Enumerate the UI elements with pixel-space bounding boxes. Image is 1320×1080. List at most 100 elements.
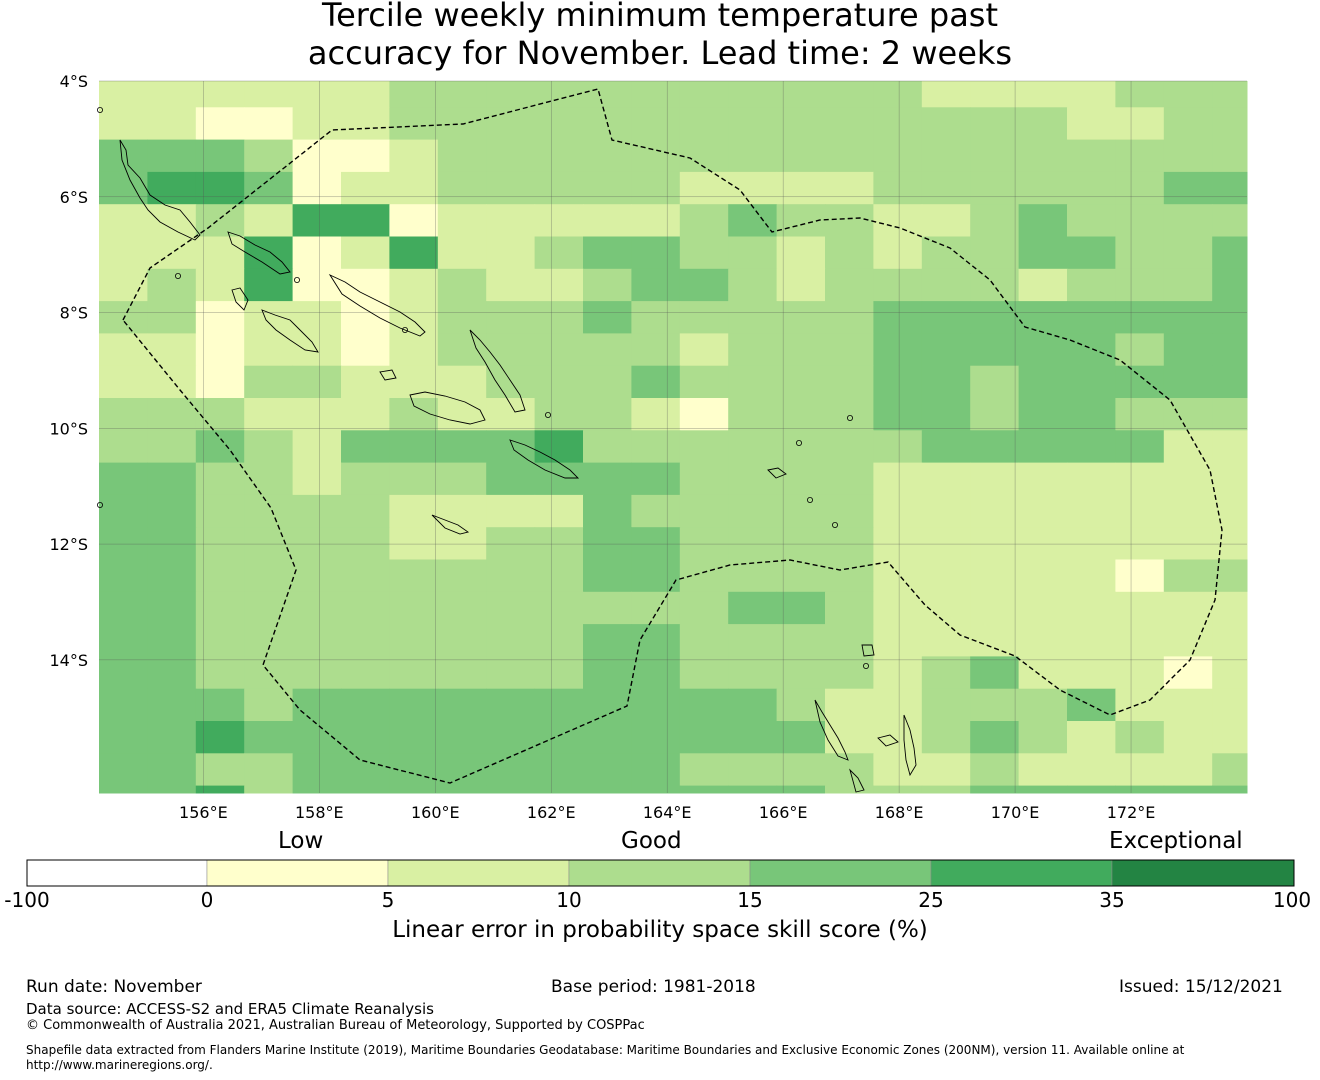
heatmap-cell — [292, 624, 342, 657]
heatmap-cell — [1163, 301, 1213, 334]
heatmap-cell — [534, 591, 584, 625]
heatmap-cell — [728, 365, 778, 399]
heatmap-cell — [1018, 494, 1068, 528]
heatmap-cell — [292, 591, 342, 625]
heatmap-cell — [99, 688, 148, 722]
heatmap-cell — [1018, 688, 1068, 722]
heatmap-cell — [728, 430, 778, 464]
heatmap-cell — [1163, 721, 1213, 754]
heatmap-cell — [1018, 236, 1068, 270]
heatmap-cell — [1115, 430, 1165, 464]
heatmap-cell — [921, 268, 971, 302]
heatmap-cell — [99, 527, 148, 560]
heatmap-cell — [728, 236, 778, 270]
heatmap-cell — [341, 268, 390, 302]
heatmap-cell — [776, 624, 826, 657]
heatmap-cell — [679, 527, 729, 560]
heatmap-cell — [970, 591, 1020, 625]
heatmap-cell — [679, 721, 729, 754]
heatmap-cell — [679, 204, 729, 237]
heatmap-cell — [486, 236, 536, 270]
heatmap-cell — [389, 268, 439, 302]
heatmap-cell — [1115, 268, 1165, 302]
skill-heatmap — [99, 81, 1248, 794]
heatmap-cell — [534, 139, 584, 173]
colorbar-segment — [387, 859, 570, 887]
heatmap-cell — [776, 365, 826, 399]
heatmap-cell — [534, 624, 584, 657]
heatmap-cell — [679, 107, 729, 141]
heatmap-cell — [825, 236, 874, 270]
heatmap-cell — [534, 527, 584, 560]
heatmap-cell — [1115, 333, 1165, 367]
colorbar-tick: 35 — [1099, 888, 1125, 912]
heatmap-cell — [631, 462, 681, 496]
heatmap-cell — [873, 268, 923, 302]
heatmap-cell — [1163, 430, 1213, 464]
heatmap-cell — [873, 624, 923, 657]
heatmap-cell — [631, 785, 681, 794]
heatmap-cell — [728, 721, 778, 754]
heatmap-cell — [873, 688, 923, 722]
heatmap-cell — [728, 785, 778, 794]
heatmap-cell — [244, 462, 294, 496]
heatmap-cell — [486, 462, 536, 496]
heatmap-cell — [921, 333, 971, 367]
heatmap-cell — [195, 398, 245, 431]
heatmap-cell — [825, 559, 874, 593]
heatmap-cell — [728, 301, 778, 334]
heatmap-cell — [341, 81, 390, 108]
lon-label: 166°E — [759, 803, 808, 822]
colorbar-tick: -100 — [4, 888, 50, 912]
heatmap-cell — [341, 624, 390, 657]
heatmap-cell — [341, 139, 390, 173]
lon-label: 156°E — [179, 803, 228, 822]
heatmap-cell — [1163, 527, 1213, 560]
heatmap-cell — [631, 656, 681, 690]
heatmap-cell — [776, 236, 826, 270]
heatmap-cell — [1067, 624, 1116, 657]
heatmap-cell — [921, 656, 971, 690]
heatmap-cell — [341, 107, 390, 141]
heatmap-cell — [99, 494, 148, 528]
colorbar-word-low: Low — [278, 828, 324, 854]
heatmap-cell — [970, 753, 1020, 787]
heatmap-cell — [437, 494, 487, 528]
islet-outline — [293, 276, 300, 283]
heatmap-cell — [389, 527, 439, 560]
heatmap-cell — [389, 301, 439, 334]
heatmap-cell — [147, 559, 197, 593]
heatmap-cell — [147, 398, 197, 431]
heatmap-cell — [389, 559, 439, 593]
heatmap-cell — [776, 301, 826, 334]
heatmap-cell — [1067, 139, 1116, 173]
heatmap-cell — [389, 591, 439, 625]
heatmap-cell — [1163, 753, 1213, 787]
heatmap-cell — [679, 656, 729, 690]
heatmap-cell — [437, 204, 487, 237]
heatmap-cell — [1067, 462, 1116, 496]
heatmap-cell — [437, 430, 487, 464]
heatmap-cell — [728, 398, 778, 431]
heatmap-cell — [99, 365, 148, 399]
heatmap-cell — [728, 268, 778, 302]
heatmap-cell — [292, 494, 342, 528]
heatmap-cell — [970, 688, 1020, 722]
heatmap-cell — [244, 139, 294, 173]
heatmap-cell — [1067, 204, 1116, 237]
heatmap-cell — [825, 591, 874, 625]
colorbar-tick: 0 — [200, 888, 214, 912]
heatmap-cell — [486, 656, 536, 690]
heatmap-cell — [486, 171, 536, 205]
heatmap-cell — [970, 462, 1020, 496]
colorbar-tick: 25 — [918, 888, 944, 912]
heatmap-cell — [728, 591, 778, 625]
island-outline — [469, 329, 526, 413]
colorbar-frame — [26, 859, 1295, 887]
heatmap-cell — [1163, 333, 1213, 367]
heatmap-cell — [1212, 333, 1248, 367]
heatmap-cell — [244, 81, 294, 108]
heatmap-cell — [921, 171, 971, 205]
heatmap-cell — [728, 204, 778, 237]
heatmap-cell — [99, 268, 148, 302]
